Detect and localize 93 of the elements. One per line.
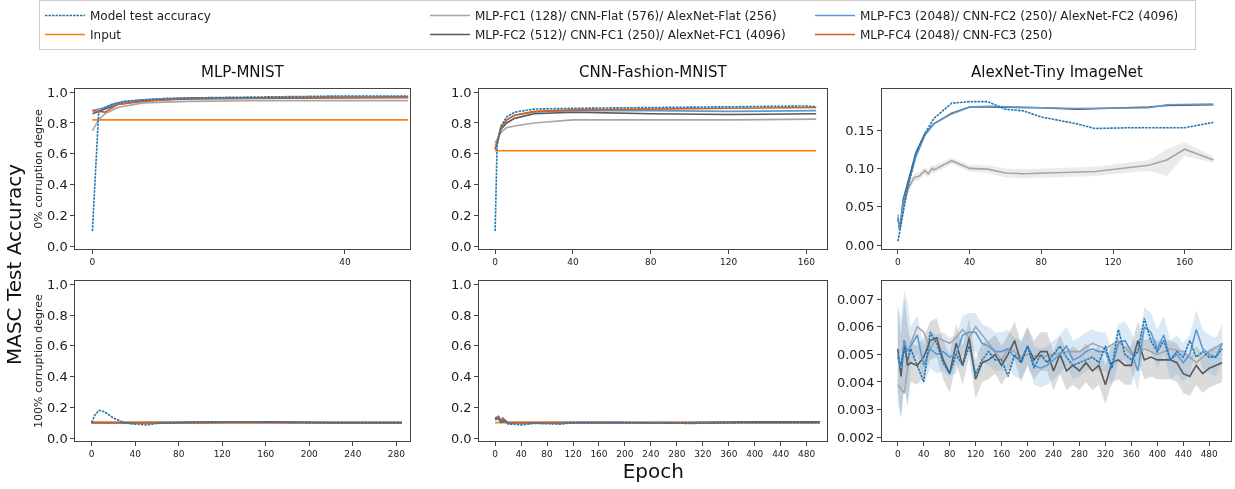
y-tick-label: 0.0	[47, 239, 68, 255]
x-tick-label: 80	[1035, 256, 1048, 267]
y-tick-label: 0.005	[836, 346, 875, 362]
x-tick-label: 400	[746, 448, 764, 459]
y-tick-label: 0.004	[836, 374, 875, 390]
x-tick-label: 120	[1104, 256, 1122, 267]
x-tick-label: 80	[943, 448, 956, 459]
x-tick-label: 400	[1148, 448, 1167, 459]
legend-label: MLP-FC3 (2048)/ CNN-FC2 (250)/ AlexNet-FC2 (4096)	[860, 9, 1179, 24]
y-tick-label: 0.2	[450, 208, 472, 224]
x-tick-label: 0	[492, 448, 499, 459]
x-tick-label: 0	[89, 256, 96, 267]
x-tick-label: 200	[1018, 448, 1037, 459]
x-tick-label: 200	[300, 448, 319, 459]
chart-title: MLP-MNIST	[201, 63, 285, 81]
y-tick-label: 0.006	[836, 319, 875, 335]
x-tick-label: 0	[894, 448, 901, 459]
y-tick-label: 0.6	[47, 146, 68, 162]
x-axis-title: Epoch	[622, 458, 684, 483]
y-tick-label: 0.0	[47, 430, 68, 446]
y-tick-label: 0.002	[836, 429, 875, 445]
y-tick-label: 1.0	[450, 84, 472, 100]
x-tick-label: 200	[616, 448, 634, 459]
x-tick-label: 0	[492, 256, 499, 267]
y-tick-label: 0.8	[450, 307, 472, 323]
y-tick-label: 0.8	[450, 115, 472, 131]
y-tick-label: 1.0	[47, 276, 68, 292]
y-tick-label: 0.10	[845, 160, 875, 176]
y-tick-label: 0.6	[47, 338, 68, 354]
y-tick-label: 0.0	[450, 430, 472, 446]
chart-title: CNN-Fashion-MNIST	[579, 63, 728, 81]
x-tick-label: 240	[1044, 448, 1063, 459]
y-tick-label: 0.4	[47, 177, 68, 193]
x-tick-label: 120	[213, 448, 232, 459]
y-tick-label: 0.6	[450, 146, 472, 162]
x-tick-label: 160	[257, 448, 275, 459]
y-tick-label: 0.2	[47, 208, 68, 224]
x-tick-label: 40	[917, 448, 930, 459]
x-tick-label: 80	[645, 256, 657, 267]
legend-label: Model test accuracy	[90, 9, 211, 24]
y-tick-label: 0.05	[845, 199, 875, 215]
x-tick-label: 360	[720, 448, 738, 459]
x-tick-label: 160	[797, 256, 816, 267]
legend-label: MLP-FC2 (512)/ CNN-FC1 (250)/ AlexNet-FC1 (4096)	[475, 28, 786, 43]
x-tick-label: 120	[720, 256, 738, 267]
x-tick-label: 40	[963, 256, 976, 267]
x-tick-label: 160	[1176, 256, 1194, 267]
legend-label: Input	[90, 28, 122, 43]
x-tick-label: 0	[895, 256, 902, 267]
y-tick-label: 0.00	[845, 237, 875, 253]
x-tick-label: 160	[590, 448, 608, 459]
y-tick-label: 0.6	[450, 338, 472, 354]
y-tick-label: 0.2	[450, 399, 472, 415]
y-tick-label: 0.8	[47, 115, 68, 131]
x-tick-label: 160	[992, 448, 1011, 459]
x-tick-label: 240	[344, 448, 362, 459]
y-tick-label: 0.4	[450, 369, 472, 385]
y-tick-label: 0.003	[836, 402, 875, 418]
text: MASC Test Accuracy	[1, 163, 26, 366]
legend-label: MLP-FC4 (2048)/ CNN-FC3 (250)	[860, 28, 1053, 43]
y-tick-label: 0.007	[836, 291, 875, 307]
x-tick-label: 280	[387, 448, 406, 459]
y-tick-label: 1.0	[450, 276, 472, 292]
y-tick-label: 0.4	[450, 177, 472, 193]
x-tick-label: 40	[567, 256, 579, 267]
x-tick-label: 280	[668, 448, 686, 459]
chart-title: AlexNet-Tiny ImageNet	[971, 63, 1144, 81]
x-tick-label: 0	[88, 448, 95, 459]
x-tick-label: 80	[541, 448, 554, 459]
x-tick-label: 240	[642, 448, 660, 459]
x-tick-label: 80	[172, 448, 185, 459]
x-tick-label: 40	[129, 448, 142, 459]
x-tick-label: 40	[515, 448, 528, 459]
y-axis-title: 100% corruption degree	[31, 294, 45, 428]
y-tick-label: 0.8	[47, 307, 68, 323]
x-tick-label: 480	[1200, 448, 1219, 459]
x-tick-label: 480	[798, 448, 816, 459]
x-tick-label: 440	[772, 448, 790, 459]
y-tick-label: 0.4	[47, 369, 68, 385]
y-tick-label: 0.0	[450, 239, 472, 255]
x-tick-label: 120	[564, 448, 582, 459]
y-tick-label: 0.15	[845, 122, 875, 138]
y-axis-title: 0% corruption degree	[31, 108, 45, 229]
y-tick-label: 0.2	[47, 399, 68, 415]
x-tick-label: 360	[1122, 448, 1141, 459]
x-tick-label: 320	[1096, 448, 1115, 459]
x-tick-label: 40	[339, 256, 351, 267]
x-tick-label: 120	[967, 448, 985, 459]
x-tick-label: 280	[1070, 448, 1089, 459]
y-tick-label: 1.0	[47, 84, 68, 100]
x-tick-label: 440	[1174, 448, 1193, 459]
legend-label: MLP-FC1 (128)/ CNN-Flat (576)/ AlexNet-Flat (256)	[475, 9, 777, 24]
x-tick-label: 320	[694, 448, 712, 459]
